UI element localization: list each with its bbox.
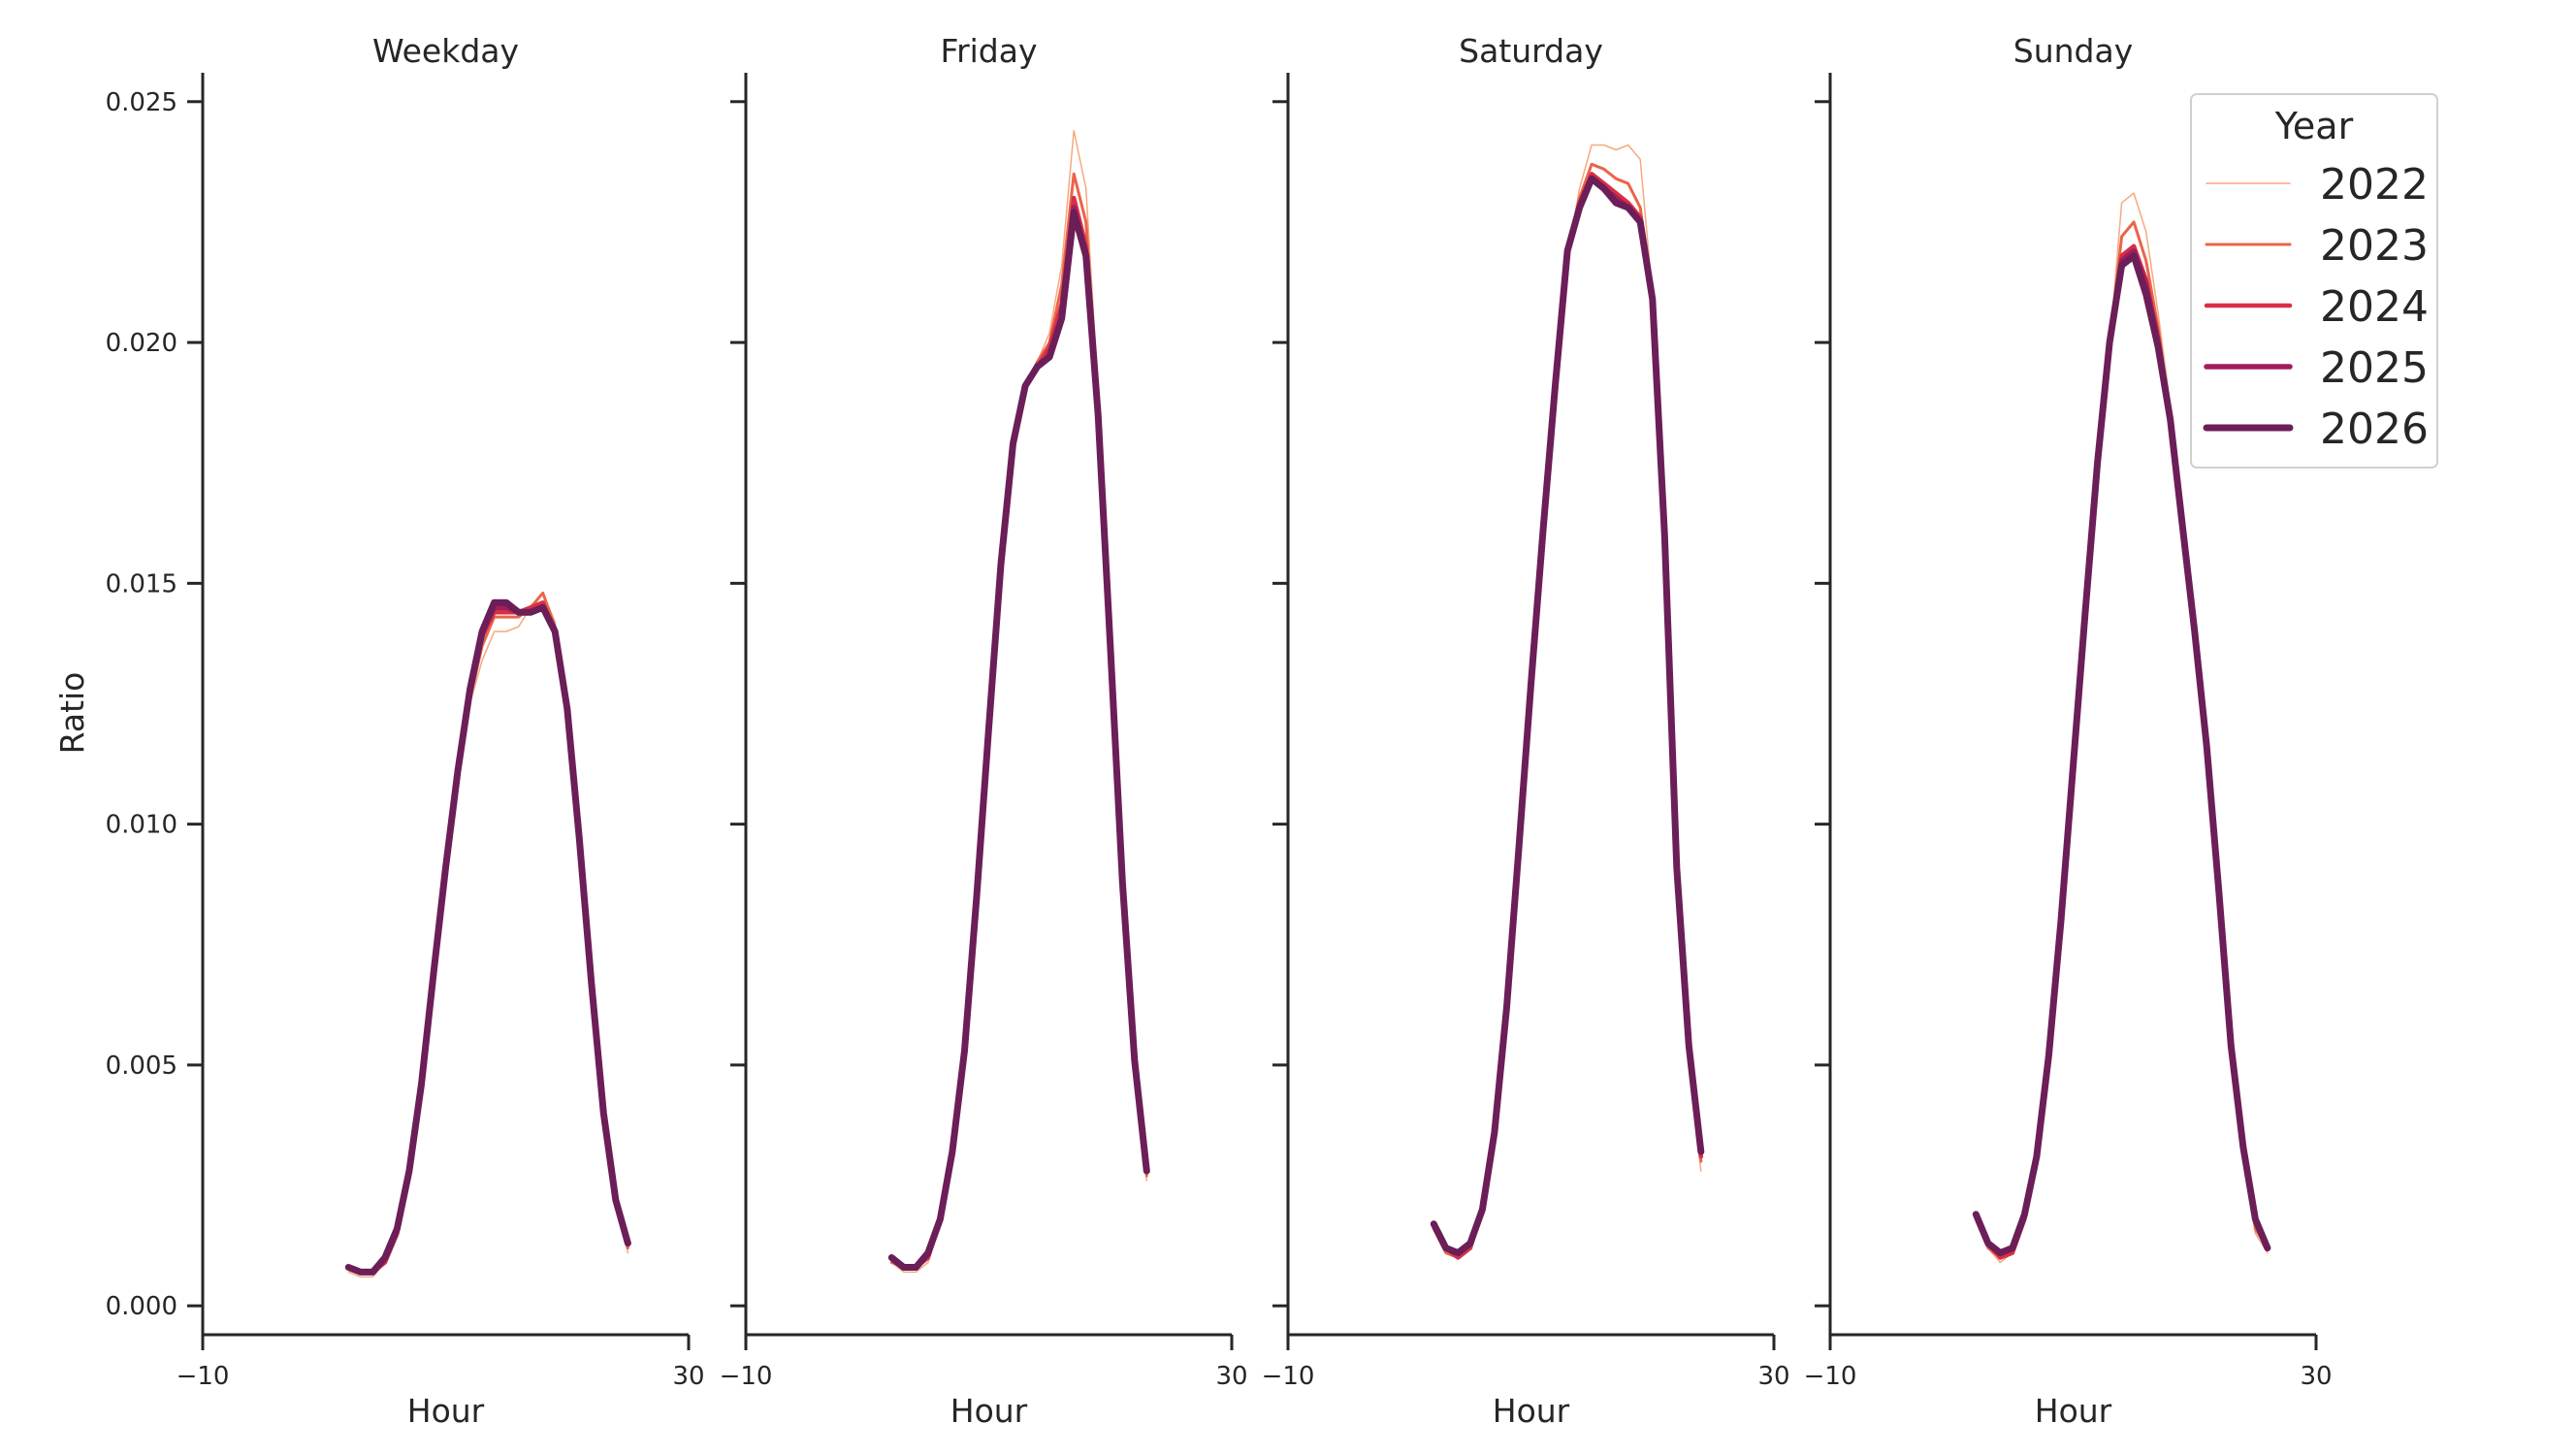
legend-label-2022: 2022	[2320, 160, 2429, 210]
x-tick-label: 30	[1215, 1362, 1247, 1391]
series-line-2024	[1432, 172, 1704, 1260]
legend-label-2026: 2026	[2320, 404, 2429, 454]
y-axis-title: Ratio	[53, 672, 91, 755]
legend: Year 2022 2023 2024 2025 2026	[2190, 93, 2438, 469]
series-line-2026	[1430, 175, 1705, 1257]
panels-layer: Weekday 0.000 0.005 0.010 0.015 0.020 0.025 −10…	[106, 32, 2333, 1430]
legend-label-2025: 2025	[2320, 343, 2429, 393]
panel-sunday: Sunday −10 30 Hour	[1804, 32, 2333, 1430]
series-line-2025	[1431, 176, 1704, 1256]
series-line-2026	[887, 209, 1150, 1271]
series-line-2022	[890, 129, 1148, 1274]
panel-saturday: Saturday −10 30 Hour	[1262, 32, 1790, 1430]
x-axis-title: Hour	[407, 1392, 485, 1430]
series-line-2026	[344, 598, 631, 1276]
x-tick-label: −10	[1262, 1362, 1315, 1391]
series-line-2022	[1433, 144, 1702, 1259]
x-tick-label: −10	[1804, 1362, 1857, 1391]
panel-title: Weekday	[372, 32, 519, 70]
series-group	[1972, 192, 2271, 1264]
y-tick-label: 0.005	[106, 1051, 177, 1081]
series-group	[344, 591, 631, 1278]
series-line-2023	[889, 172, 1148, 1269]
y-tick-label: 0.020	[106, 329, 177, 358]
y-tick-label: 0.000	[106, 1292, 177, 1321]
series-line-2025	[888, 205, 1150, 1271]
series-line-2023	[1432, 162, 1703, 1259]
legend-frame	[2190, 93, 2438, 469]
series-line-2024	[889, 195, 1149, 1270]
series-group	[887, 129, 1150, 1274]
x-tick-label: −10	[177, 1362, 230, 1391]
panel-title: Sunday	[2013, 32, 2133, 70]
y-tick-label: 0.025	[106, 88, 177, 117]
x-axis-title: Hour	[950, 1392, 1028, 1430]
y-tick-label: 0.010	[106, 811, 177, 840]
x-tick-label: 30	[1757, 1362, 1789, 1391]
panel-title: Friday	[940, 32, 1037, 70]
panel-friday: Friday −10 30 Hour	[720, 32, 1248, 1430]
panel-weekday: Weekday 0.000 0.005 0.010 0.015 0.020 0.025 −10…	[106, 32, 705, 1430]
legend-label-2023: 2023	[2320, 221, 2429, 271]
series-line-2026	[1972, 252, 2271, 1257]
y-tick-label: 0.015	[106, 569, 177, 598]
series-group	[1430, 144, 1705, 1260]
x-axis-title: Hour	[1493, 1392, 1570, 1430]
panel-title: Saturday	[1459, 32, 1603, 70]
legend-label-2024: 2024	[2320, 282, 2429, 332]
x-axis-title: Hour	[2035, 1392, 2112, 1430]
x-tick-label: −10	[720, 1362, 773, 1391]
x-tick-label: 30	[672, 1362, 704, 1391]
x-tick-label: 30	[2300, 1362, 2332, 1391]
legend-title: Year	[2274, 105, 2354, 147]
